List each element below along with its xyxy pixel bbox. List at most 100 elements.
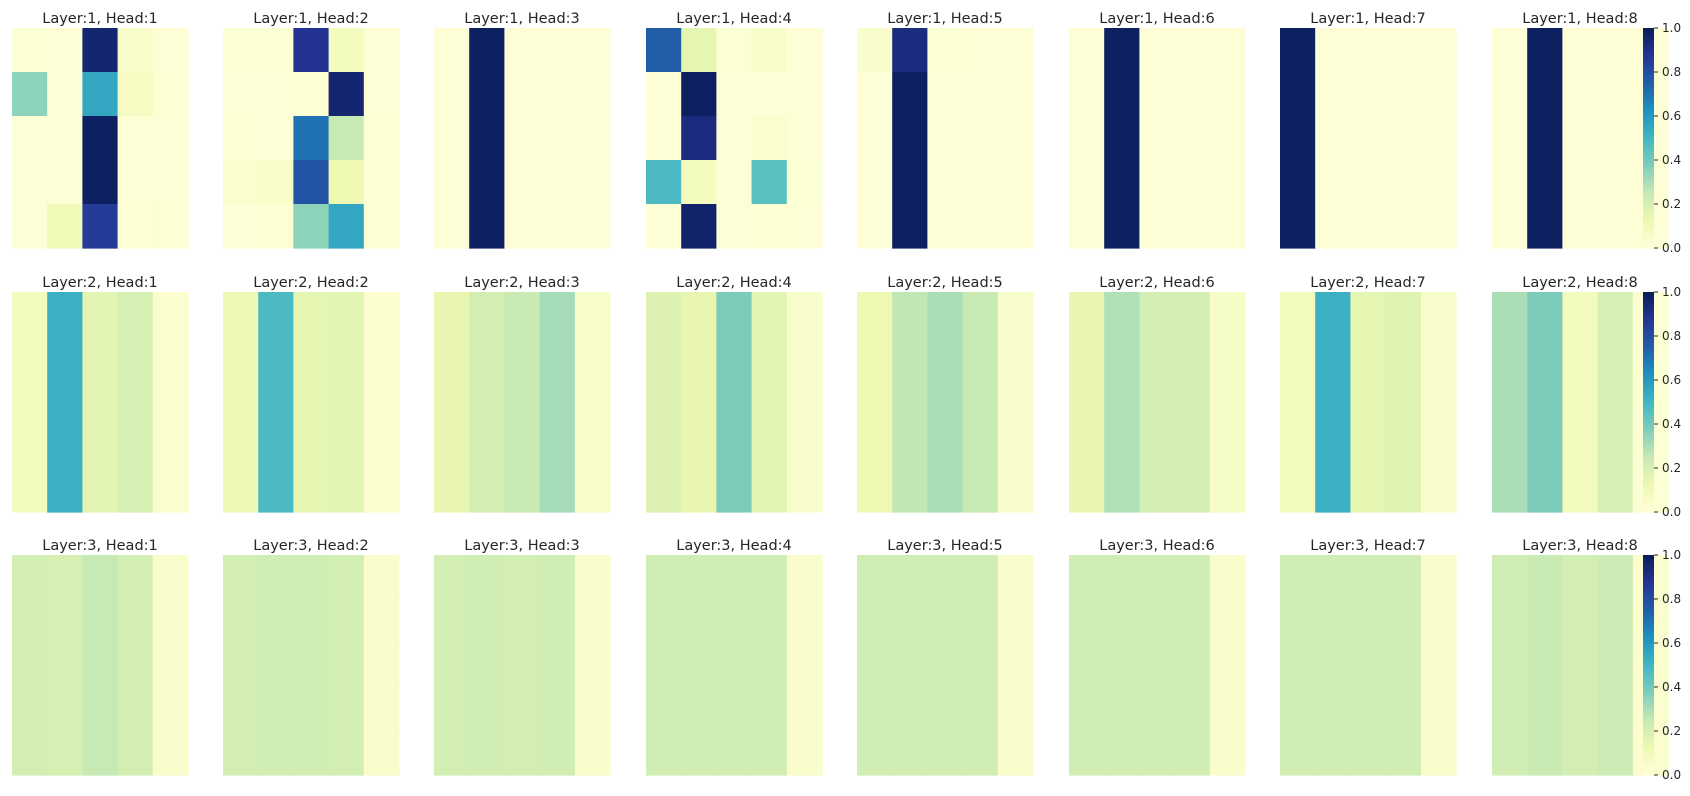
heatmap-cell [1385,204,1422,249]
heatmap-cell [12,380,48,425]
heatmap-cell [293,28,330,73]
heatmap-cell [363,380,400,425]
panel-title: Layer:3, Head:2 [253,538,369,554]
heatmap-cell [1597,160,1634,205]
heatmap-cell [223,731,259,776]
heatmap-cell [786,292,823,337]
heatmap-panel: Layer:1, Head:5 [857,11,1034,249]
heatmap-cell [574,424,611,469]
heatmap-cell [1139,336,1176,381]
heatmap-cell [328,28,365,73]
heatmap-cell [1597,424,1634,469]
heatmap-cell [716,336,753,381]
heatmap-cell [962,731,999,776]
heatmap-cell [716,731,753,776]
heatmap-cell [434,204,470,249]
heatmap-cell [258,468,294,513]
heatmap-cell [574,468,611,513]
heatmap-cell [1315,160,1351,205]
heatmap-cell [1069,643,1105,688]
heatmap-cell [1562,160,1599,205]
heatmap-cell [1420,380,1457,425]
heatmap-cell [646,204,682,249]
heatmap-cell [223,555,259,600]
heatmap-panel: Layer:3, Head:6 [1069,538,1246,776]
heatmap-cell [574,380,611,425]
heatmap-cell [1562,643,1599,688]
heatmap-cell [962,687,999,732]
heatmap-cell [363,292,400,337]
heatmap-cell [82,643,119,688]
heatmap-cell [1069,116,1105,161]
heatmap-cell [927,336,964,381]
heatmap-cell [1385,160,1422,205]
panel-title: Layer:3, Head:6 [1099,538,1215,554]
heatmap-cell [1350,292,1387,337]
heatmap-cell [927,731,964,776]
heatmap-cell [716,28,753,73]
heatmap-cell [469,160,505,205]
heatmap-cell [716,204,753,249]
heatmap-cell [117,555,154,600]
heatmap-cell [328,468,365,513]
heatmap-cell [1597,468,1634,513]
heatmap-cell [363,116,400,161]
heatmap-cell [258,687,294,732]
heatmap-cell [1315,555,1351,600]
heatmap-cell [892,468,928,513]
heatmap-cell [1597,72,1634,117]
heatmap-cell [1315,72,1351,117]
heatmap-cell [258,204,294,249]
heatmap-panel: Layer:1, Head:8 [1492,11,1669,249]
heatmap-cell [539,336,576,381]
heatmap-cell [47,643,83,688]
heatmap-panel: Layer:3, Head:2 [223,538,400,776]
heatmap-cell [962,116,999,161]
heatmap-cell [223,380,259,425]
heatmap-cell [1597,116,1634,161]
heatmap-cell [152,204,189,249]
heatmap-cell [152,336,189,381]
heatmap-cell [1174,687,1211,732]
heatmap-cell [786,599,823,644]
heatmap-cell [1104,731,1140,776]
heatmap-cell [539,160,576,205]
heatmap-cell [328,336,365,381]
heatmap-cell [1420,204,1457,249]
heatmap-cell [997,731,1034,776]
heatmap-cell [681,468,717,513]
heatmap-cell [1492,336,1528,381]
heatmap-cell [258,643,294,688]
heatmap-cell [646,555,682,600]
heatmap-cell [1280,599,1316,644]
heatmap-cell [716,687,753,732]
heatmap-cell [857,292,893,337]
panel-title: Layer:2, Head:1 [42,275,158,291]
heatmap-cell [1527,292,1563,337]
heatmap-panel: Layer:2, Head:6 [1069,275,1246,513]
heatmap-cell [293,380,330,425]
heatmap-cell [716,555,753,600]
heatmap-panel: Layer:3, Head:5 [857,538,1034,776]
heatmap-cell [1315,731,1351,776]
heatmap-cell [1315,336,1351,381]
heatmap-cell [646,160,682,205]
heatmap-cell [1174,292,1211,337]
heatmap-cell [1492,643,1528,688]
heatmap-cell [152,72,189,117]
heatmap-cell [927,687,964,732]
heatmap-cell [117,72,154,117]
heatmap-cell [1527,424,1563,469]
heatmap-cell [857,687,893,732]
heatmap-cell [539,72,576,117]
heatmap-cell [786,28,823,73]
heatmap-cell [1527,28,1563,73]
heatmap-cell [1280,643,1316,688]
heatmap-cell [892,643,928,688]
heatmap-panel: Layer:2, Head:3 [434,275,611,513]
heatmap-cell [716,599,753,644]
heatmap-cell [751,28,788,73]
heatmap-cell [786,116,823,161]
heatmap-cell [574,28,611,73]
heatmap-cell [646,116,682,161]
